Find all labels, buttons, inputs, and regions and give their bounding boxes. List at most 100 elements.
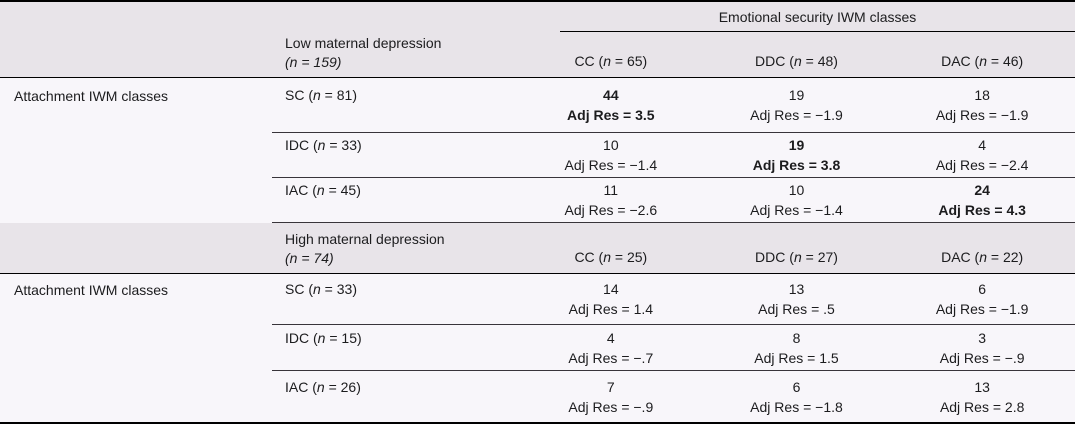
row-label: SC (n = 81) — [272, 78, 518, 133]
n-italic: n — [316, 378, 325, 395]
cell-idc-dac: 3 Adj Res = −.9 — [889, 325, 1075, 371]
cell-iac-ddc: 6 Adj Res = −1.8 — [704, 371, 890, 422]
cell-count: 14 — [603, 281, 619, 297]
column-group-header: Emotional security IWM classes — [560, 2, 1075, 32]
cell-count: 18 — [974, 87, 990, 103]
attachment-classes-label: Attachment IWM classes — [14, 87, 169, 104]
cell-sc-ddc: 13 Adj Res = .5 — [703, 274, 890, 325]
table-row-iac-high: IAC (n = 26) 7 Adj Res = −.9 6 Adj Res =… — [0, 371, 1075, 422]
row-label: SC (n = 33) — [272, 274, 518, 325]
cell-count: 24 — [974, 182, 990, 198]
cell-adj-res: Adj Res = −1.4 — [750, 202, 843, 218]
empty-cell — [0, 2, 272, 32]
cell-adj-res: Adj Res = −2.4 — [935, 157, 1029, 173]
cell-count: 19 — [788, 137, 805, 153]
cell-iac-cc: 7 Adj Res = −.9 — [518, 371, 704, 422]
cell-count: 10 — [603, 137, 619, 153]
cell-count: 3 — [978, 329, 987, 346]
table-row-sc-low: Attachment IWM classes SC (n = 81) 44 Ad… — [0, 78, 1075, 133]
cell-sc-dac: 6 Adj Res = −1.9 — [889, 274, 1075, 325]
column-group-title: Emotional security IWM classes — [718, 8, 917, 25]
col-header-ddc: DDC (n = 27) — [704, 223, 890, 273]
group-label-low-depression: Low maternal depression (n = 159) — [272, 32, 518, 77]
cell-idc-ddc: 19 Adj Res = 3.8 — [703, 133, 890, 178]
col-header-ddc: DDC (n = 48) — [704, 32, 890, 77]
col-header-text: DAC (n = 22) — [941, 249, 1024, 265]
n-italic: n — [316, 182, 325, 198]
row-label: IDC (n = 33) — [272, 133, 518, 178]
col-header-text: CC (n = 25) — [574, 249, 648, 265]
cell-adj-res: Adj Res = −1.4 — [564, 157, 658, 173]
row-label-text: IDC (n = 15) — [285, 329, 362, 346]
cell-count: 4 — [606, 329, 615, 346]
group-n: (n = 159) — [285, 53, 341, 72]
col-header-dac: DAC (n = 46) — [889, 32, 1075, 77]
row-label: IAC (n = 26) — [272, 371, 518, 422]
cell-adj-res: Adj Res = −.9 — [939, 349, 1025, 366]
n-italic: n — [313, 281, 321, 297]
cell-adj-res: Adj Res = −2.6 — [564, 202, 658, 218]
cell-adj-res: Adj Res = −1.9 — [935, 107, 1029, 123]
cell-count: 13 — [974, 378, 990, 395]
cell-count: 10 — [788, 182, 805, 198]
cell-adj-res: Adj Res = 4.3 — [938, 202, 1026, 218]
cell-adj-res: Adj Res = −1.9 — [935, 301, 1029, 317]
n-italic: n — [317, 137, 326, 153]
cell-adj-res: Adj Res = −.9 — [568, 398, 654, 415]
cell-adj-res: Adj Res = 1.5 — [754, 349, 839, 366]
row-stub-empty — [0, 371, 272, 422]
cell-adj-res: Adj Res = 3.8 — [752, 157, 841, 173]
cell-adj-res: Adj Res = 2.8 — [939, 398, 1025, 415]
table-row-idc-low: IDC (n = 33) 10 Adj Res = −1.4 19 Adj Re… — [0, 133, 1075, 178]
cell-idc-ddc: 8 Adj Res = 1.5 — [703, 325, 890, 371]
n-italic: n — [603, 249, 612, 265]
group-title: High maternal depression — [285, 231, 445, 247]
cell-iac-cc: 11 Adj Res = −2.6 — [518, 178, 704, 223]
cell-count: 6 — [792, 378, 801, 395]
cell-idc-dac: 4 Adj Res = −2.4 — [889, 133, 1075, 178]
section1-header-row: Low maternal depression (n = 159) CC (n … — [0, 32, 1075, 78]
cell-idc-cc: 4 Adj Res = −.7 — [518, 325, 704, 371]
cell-adj-res: Adj Res = 1.4 — [568, 301, 654, 317]
row-stub-empty — [0, 325, 272, 371]
n-italic: (n = 74) — [285, 250, 334, 266]
row-stub: Attachment IWM classes — [0, 274, 272, 325]
row-label-text: SC (n = 81) — [285, 87, 357, 103]
row-label: IDC (n = 15) — [272, 325, 518, 371]
cell-count: 4 — [978, 137, 987, 153]
n-italic: n — [793, 53, 802, 69]
col-header-text: DDC (n = 48) — [755, 53, 838, 69]
col-header-text: DDC (n = 27) — [755, 249, 838, 265]
cell-iac-ddc: 10 Adj Res = −1.4 — [703, 178, 890, 223]
row-stub-empty — [0, 178, 272, 223]
cell-adj-res: Adj Res = −1.9 — [750, 107, 843, 123]
col-header-text: CC (n = 65) — [574, 53, 648, 69]
row-label-text: IAC (n = 45) — [285, 182, 361, 198]
cell-count: 11 — [603, 182, 619, 198]
row-label-text: SC (n = 33) — [285, 281, 357, 297]
group-label-high-depression: High maternal depression (n = 74) — [272, 223, 518, 273]
cell-adj-res: Adj Res = −.7 — [568, 349, 654, 366]
col-header-cc: CC (n = 65) — [518, 32, 704, 77]
cell-count: 7 — [606, 378, 615, 395]
n-italic: n — [317, 329, 326, 346]
empty-cell — [272, 2, 518, 32]
col-header-dac: DAC (n = 22) — [889, 223, 1075, 273]
section2-header-row: High maternal depression (n = 74) CC (n … — [0, 223, 1075, 274]
group-title: Low maternal depression — [285, 35, 442, 51]
cell-count: 8 — [792, 329, 801, 346]
cell-count: 19 — [788, 87, 805, 103]
row-label: IAC (n = 45) — [272, 178, 518, 223]
table-row-sc-high: Attachment IWM classes SC (n = 33) 14 Ad… — [0, 274, 1075, 325]
cell-sc-cc: 44 Adj Res = 3.5 — [518, 78, 704, 133]
cell-sc-dac: 18 Adj Res = −1.9 — [889, 78, 1075, 133]
cell-adj-res: Adj Res = .5 — [758, 301, 835, 317]
cell-iac-dac: 13 Adj Res = 2.8 — [889, 371, 1075, 422]
cell-adj-res: Adj Res = 3.5 — [567, 107, 655, 123]
n-italic: n — [793, 249, 802, 265]
row-label-text: IAC (n = 26) — [285, 378, 361, 395]
cell-adj-res: Adj Res = −1.8 — [750, 398, 843, 415]
empty-cell — [0, 223, 272, 273]
